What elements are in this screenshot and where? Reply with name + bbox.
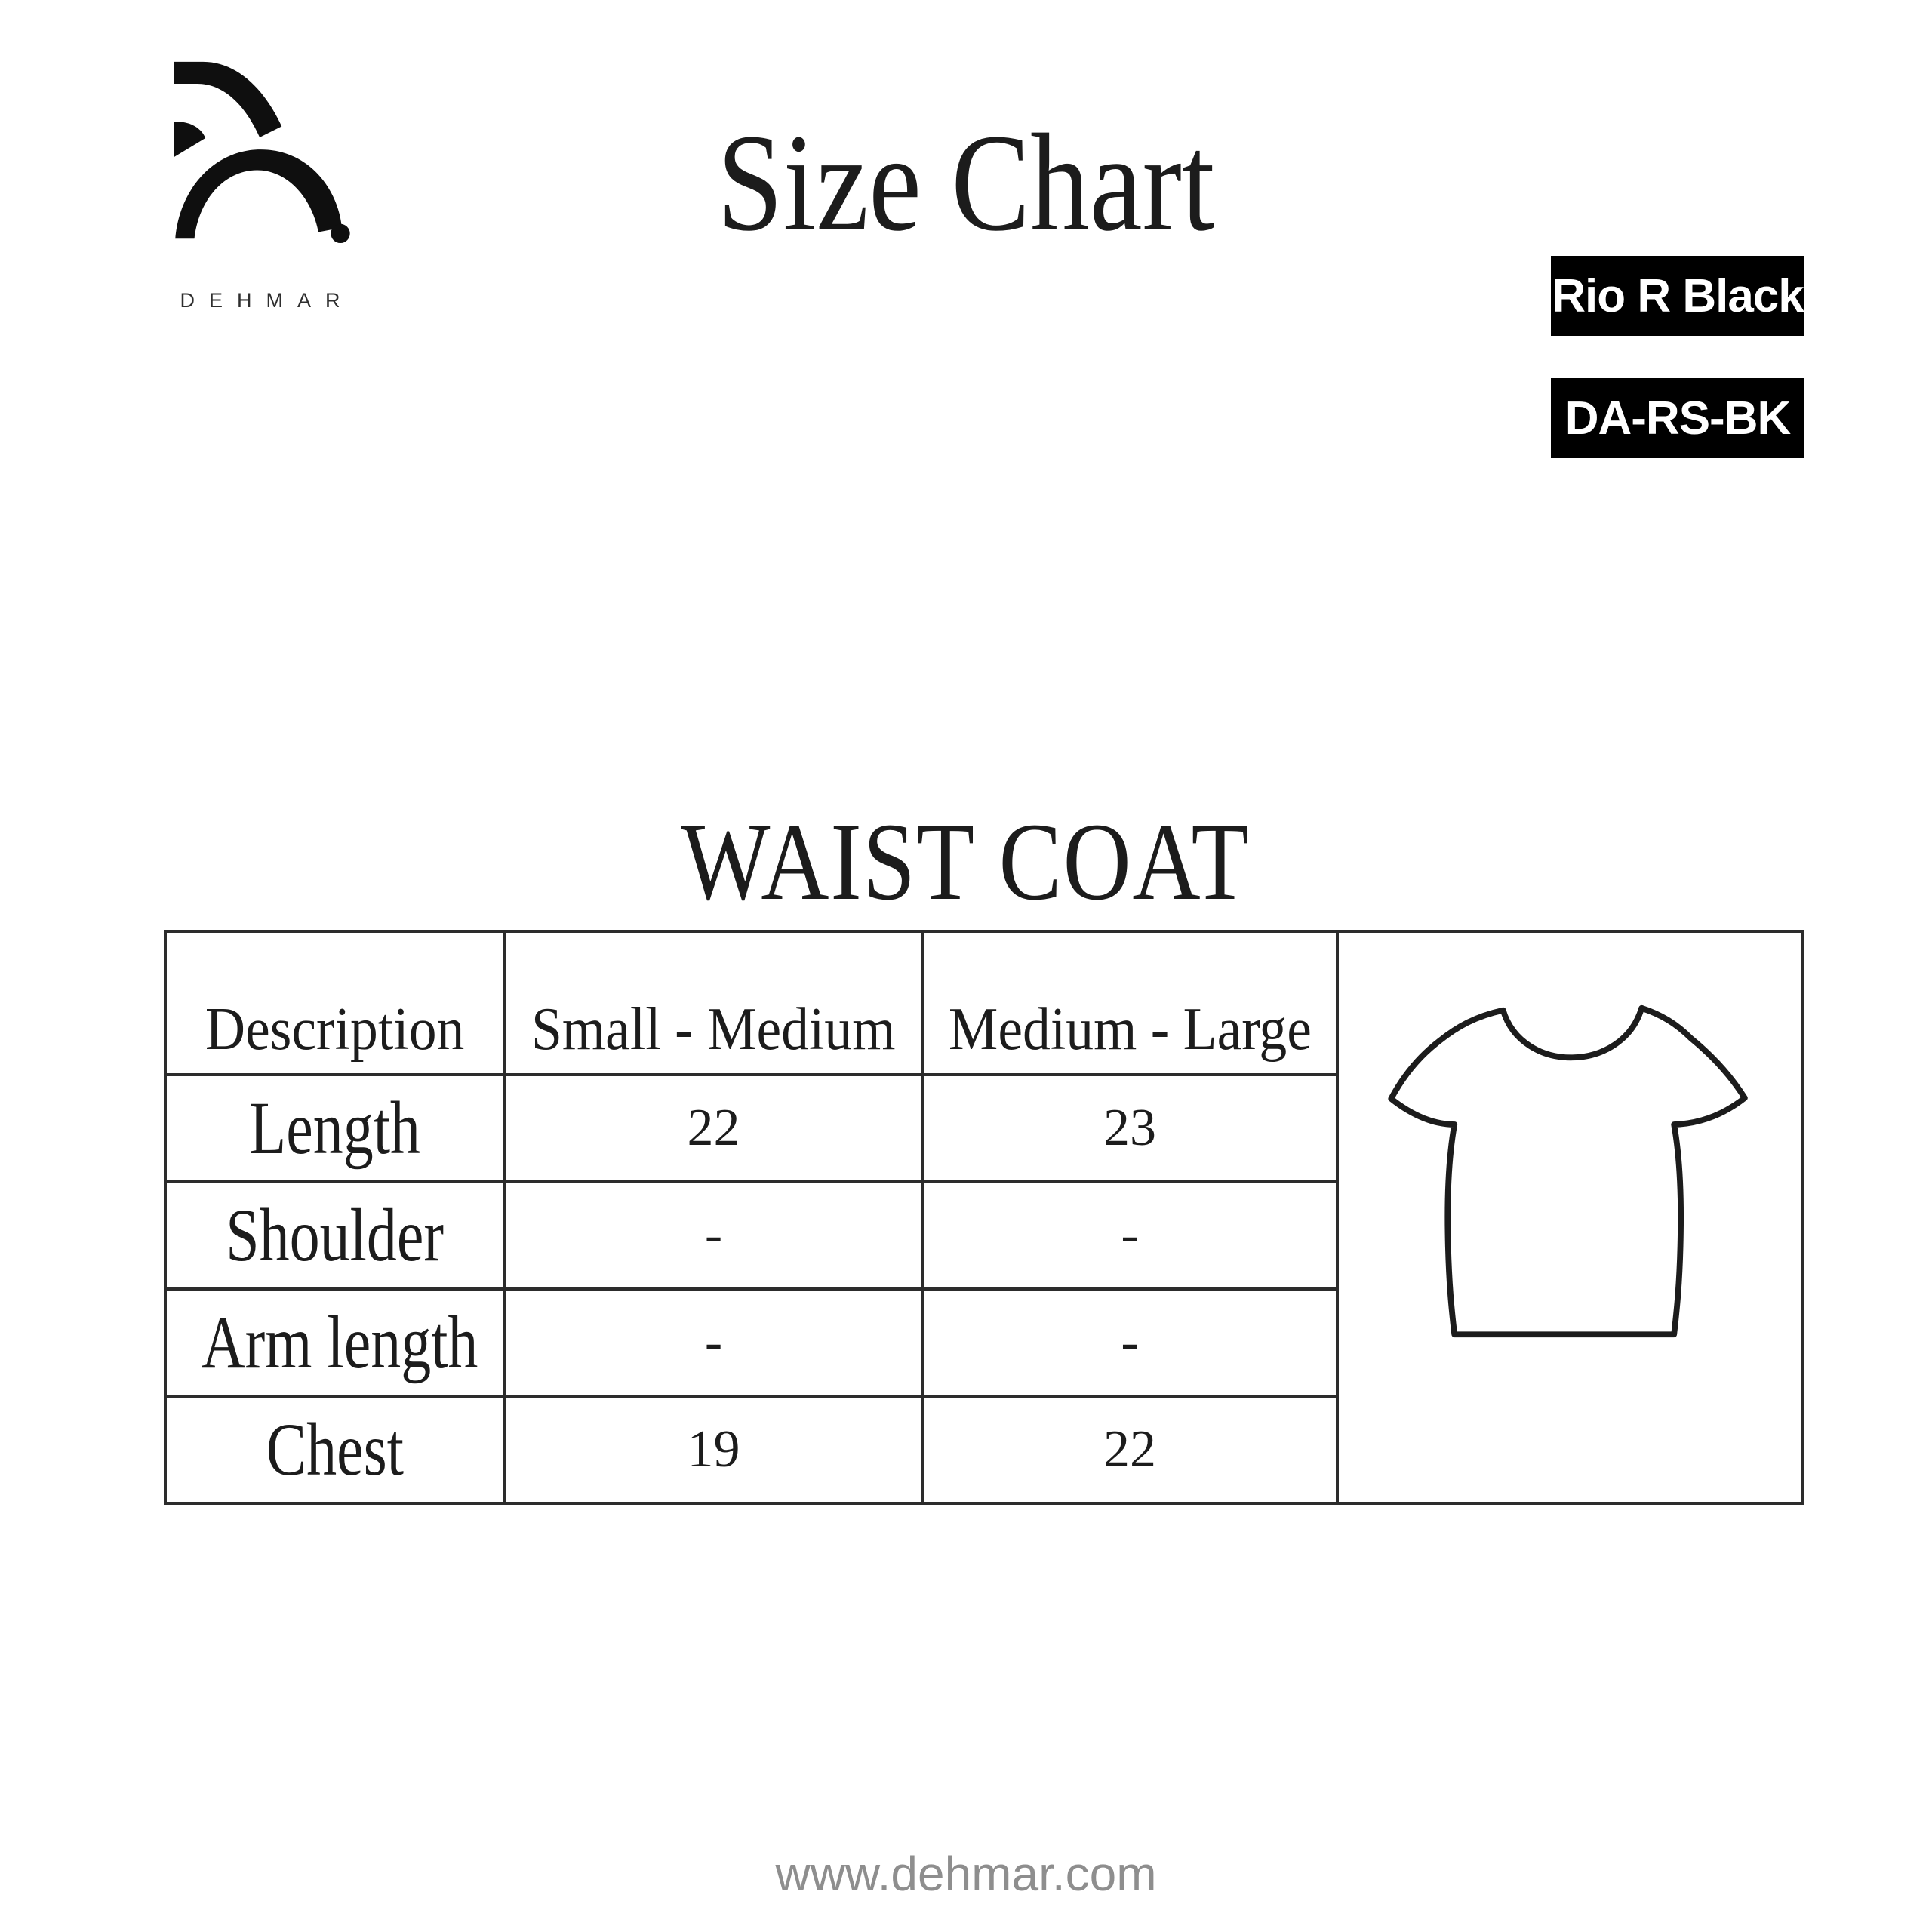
cell-value: 23 <box>921 1073 1339 1183</box>
table-row-shoulder: Shoulder - - <box>164 1180 1803 1291</box>
col-header-description-text: Description <box>205 996 465 1063</box>
cell-value: 22 <box>503 1073 924 1183</box>
table-header-row: Description Small - Medium Medium - Larg… <box>164 930 1804 1505</box>
product-sku-text: DA-RS-BK <box>1564 392 1792 445</box>
row-label-text: Shoulder <box>226 1193 445 1277</box>
website-url: www.dehmar.com <box>775 1847 1157 1901</box>
garment-title: WAIST COAT <box>0 806 1932 917</box>
row-label: Chest <box>164 1395 506 1505</box>
product-name-text: Rio R Black <box>1552 269 1804 322</box>
brand-wordmark: DEHMAR <box>180 289 355 312</box>
table-row-arm-length: Arm length - - <box>164 1287 1803 1398</box>
size-table: Description Small - Medium Medium - Larg… <box>164 930 1804 1505</box>
table-row-length: Length 22 23 <box>164 1073 1803 1183</box>
row-label-text: Length <box>249 1086 421 1170</box>
row-label: Arm length <box>164 1287 506 1398</box>
garment-illustration-cell <box>1336 930 1804 1505</box>
cell-value: 22 <box>921 1395 1339 1505</box>
page-title-text: Size Chart <box>717 106 1215 260</box>
row-label-text: Chest <box>266 1407 405 1491</box>
row-label-text: Arm length <box>201 1300 478 1384</box>
table-row-chest: Chest 19 22 <box>164 1395 1803 1505</box>
product-badges: Rio R Black DA-RS-BK <box>1551 256 1804 458</box>
col-header-small-medium: Small - Medium <box>503 930 924 1076</box>
cell-value: - <box>921 1180 1339 1291</box>
cell-value: 19 <box>503 1395 924 1505</box>
garment-title-text: WAIST COAT <box>681 800 1251 923</box>
row-label: Length <box>164 1073 506 1183</box>
row-label: Shoulder <box>164 1180 506 1291</box>
col-header-medium-large: Medium - Large <box>921 930 1339 1076</box>
cell-value: - <box>921 1287 1339 1398</box>
brand-block: DEHMAR <box>169 59 355 312</box>
cell-value: - <box>503 1180 924 1291</box>
cell-value: - <box>503 1287 924 1398</box>
page-title: Size Chart <box>0 113 1932 253</box>
col-header-description: Description <box>164 930 506 1076</box>
col-header-medium-large-text: Medium - Large <box>948 996 1312 1063</box>
product-sku-badge: DA-RS-BK <box>1551 378 1804 458</box>
t-shirt-icon <box>1387 1004 1748 1338</box>
dehmar-logo-icon <box>174 61 350 244</box>
col-header-small-medium-text: Small - Medium <box>531 996 896 1063</box>
product-name-badge: Rio R Black <box>1551 256 1804 336</box>
